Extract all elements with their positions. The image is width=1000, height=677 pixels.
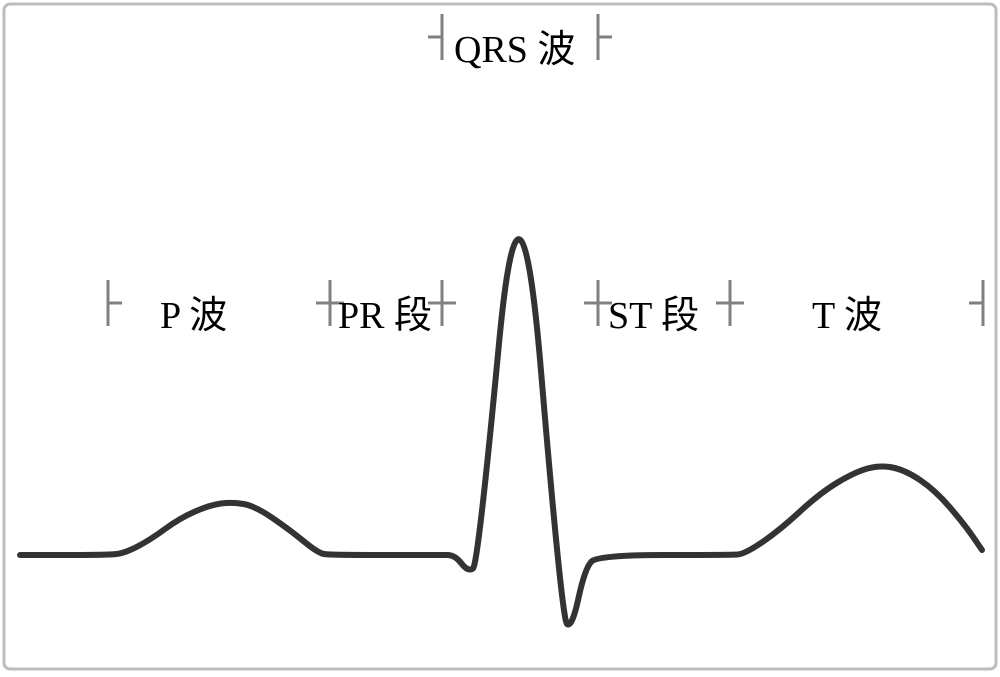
label-p: P 波	[160, 284, 227, 339]
label-qrs: QRS 波	[454, 18, 575, 73]
label-pr: PR 段	[338, 284, 432, 339]
label-st: ST 段	[608, 284, 699, 339]
label-t: T 波	[812, 284, 882, 339]
ecg-diagram: QRS 波 P 波 PR 段 ST 段 T 波	[0, 0, 1000, 677]
